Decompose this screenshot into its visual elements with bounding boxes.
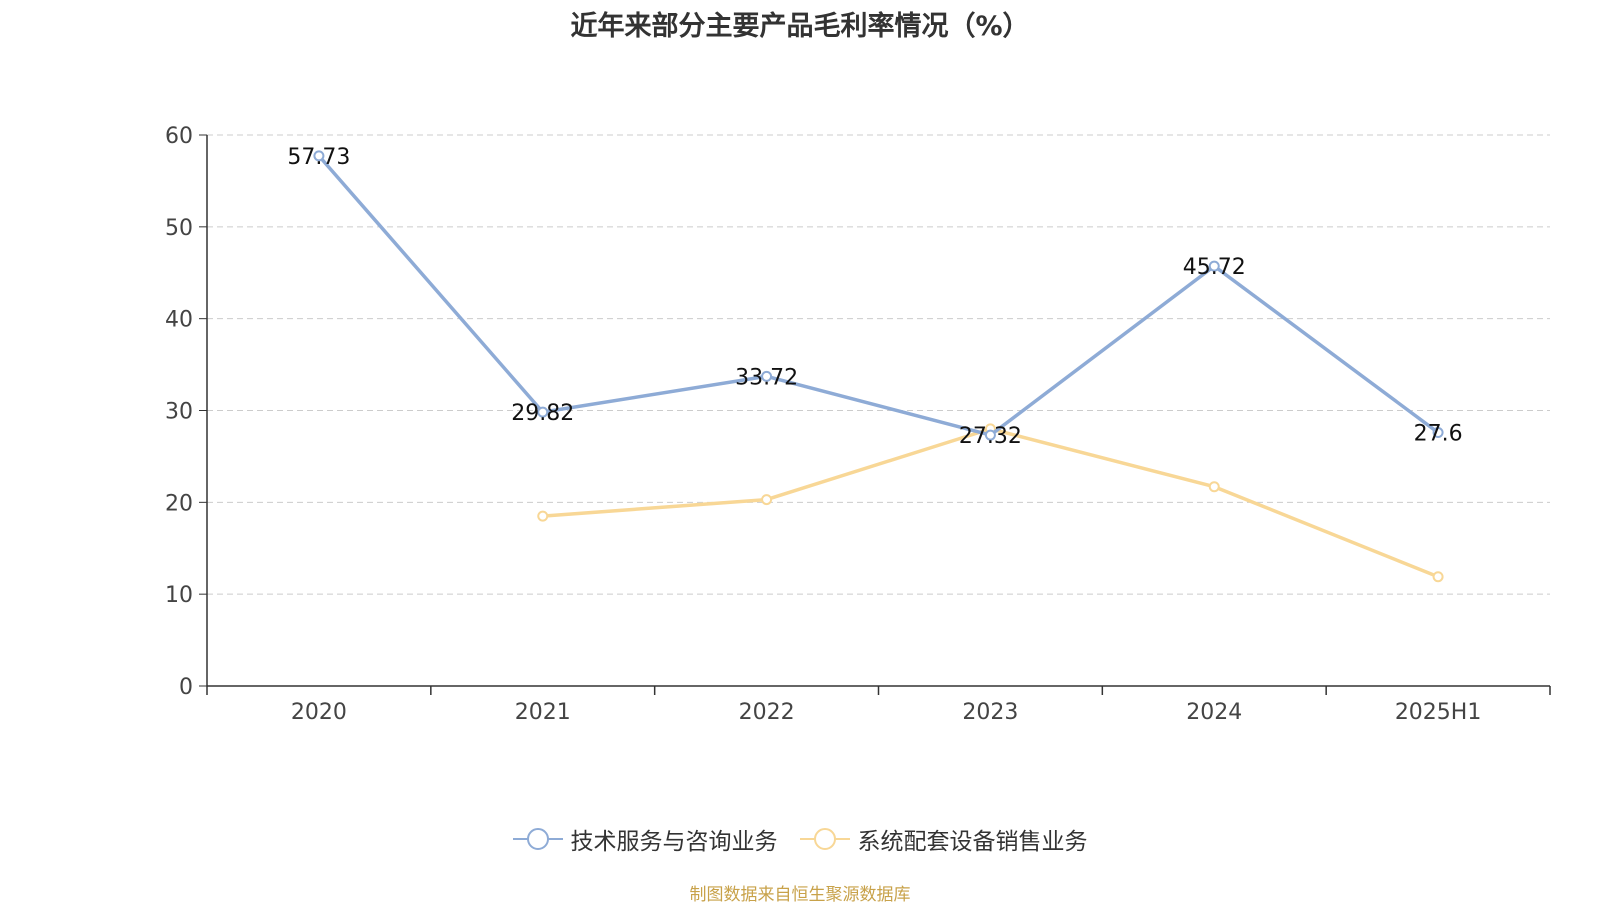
x-tick-label: 2021 <box>515 700 571 725</box>
x-tick-label: 2025H1 <box>1395 700 1482 725</box>
data-labels: 57.73 29.82 33.72 27.32 45.72 27.6 <box>287 145 1462 449</box>
y-tick-label: 60 <box>165 124 193 149</box>
data-point-series-1 <box>313 150 325 162</box>
data-point-series-1 <box>537 406 549 418</box>
series-line-1 <box>317 154 1440 437</box>
data-point-series-1 <box>1432 427 1444 439</box>
x-tick-label: 2023 <box>962 700 1018 725</box>
chart-title: 近年来部分主要产品毛利率情况（%） <box>570 11 1030 42</box>
x-tick-label: 2022 <box>739 700 795 725</box>
data-label-series-1: 33.72 <box>735 365 798 390</box>
axes: 0 10 20 30 40 50 60 2020 2021 2022 2023 2024 2025H1 <box>165 124 1551 725</box>
data-point-series-2 <box>1432 571 1444 583</box>
source-note: 制图数据来自恒生聚源数据库 <box>689 885 911 905</box>
y-tick-label: 40 <box>165 308 193 333</box>
y-tick-label: 30 <box>165 400 193 425</box>
legend: 技术服务与咨询业务 系统配套设备销售业务 <box>0 822 1600 856</box>
x-tick-label: 2020 <box>291 700 347 725</box>
data-label-series-1: 27.6 <box>1414 422 1463 447</box>
legend-label-series-1: 技术服务与咨询业务 <box>570 829 778 855</box>
y-tick-label: 0 <box>179 675 193 700</box>
y-tick-label: 10 <box>165 583 193 608</box>
legend-swatch-series-1 <box>512 828 563 850</box>
legend-label-series-2: 系统配套设备销售业务 <box>857 829 1088 855</box>
data-label-series-1: 57.73 <box>287 145 350 170</box>
legend-item-series-1[interactable]: 技术服务与咨询业务 <box>512 822 778 856</box>
data-label-series-1: 29.82 <box>511 401 574 426</box>
data-point-series-1 <box>984 429 996 441</box>
data-point-series-2 <box>1208 481 1220 493</box>
y-tick-label: 20 <box>165 491 193 516</box>
data-point-series-2 <box>761 494 773 506</box>
data-point-series-1 <box>761 370 773 382</box>
legend-swatch-series-2 <box>799 828 850 850</box>
x-tick-label: 2024 <box>1186 700 1242 725</box>
data-point-series-1 <box>1208 260 1220 272</box>
data-label-series-1: 27.32 <box>959 424 1022 449</box>
data-point-series-2 <box>537 510 549 522</box>
y-tick-label: 50 <box>165 216 193 241</box>
series-layer <box>313 150 1444 583</box>
legend-item-series-2[interactable]: 系统配套设备销售业务 <box>799 822 1088 856</box>
grid-lines <box>207 134 1550 595</box>
data-label-series-1: 45.72 <box>1183 255 1246 280</box>
